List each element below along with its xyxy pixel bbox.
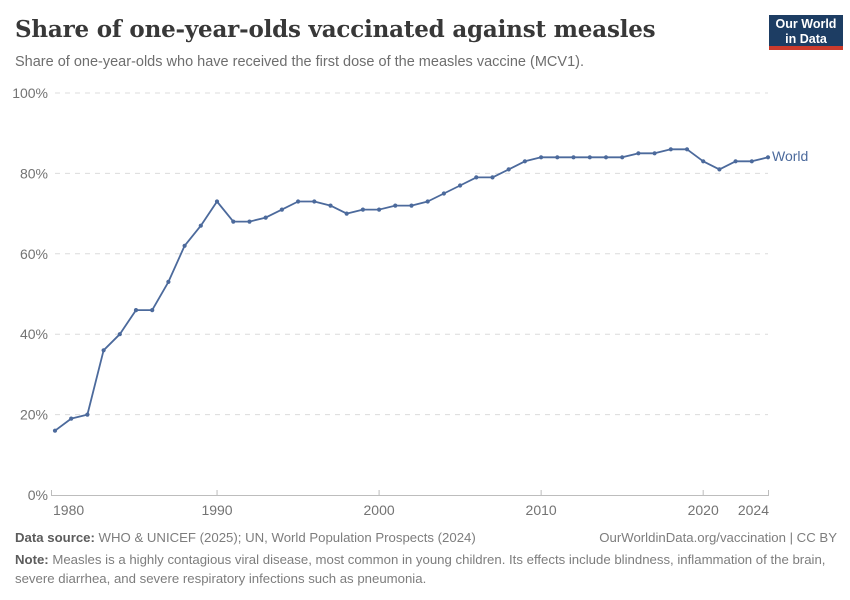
data-point-marker <box>198 223 203 228</box>
data-point-marker <box>668 147 673 152</box>
data-point-marker <box>587 155 592 160</box>
data-point-marker <box>312 199 317 204</box>
data-point-marker <box>636 151 641 156</box>
data-point-marker <box>52 428 58 433</box>
data-point-marker <box>328 203 333 208</box>
data-point-marker <box>490 175 495 180</box>
series-label-world[interactable]: World <box>772 148 809 164</box>
data-point-marker <box>441 191 446 196</box>
data-point-marker <box>765 155 771 160</box>
data-point-marker <box>231 219 236 224</box>
x-axis-tick-label: 1980 <box>53 502 84 518</box>
data-source-text: WHO & UNICEF (2025); UN, World Populatio… <box>94 530 476 545</box>
data-point-marker <box>182 243 187 248</box>
data-point-marker <box>474 175 479 180</box>
owid-link[interactable]: OurWorldinData.org/vaccination | CC BY <box>599 530 837 545</box>
data-point-marker <box>117 332 122 337</box>
note-text: Measles is a highly contagious viral dis… <box>15 552 826 586</box>
data-point-marker <box>555 155 560 160</box>
data-point-marker <box>733 159 738 164</box>
data-point-marker <box>69 416 74 421</box>
data-point-marker <box>279 207 284 212</box>
data-point-marker <box>360 207 365 212</box>
data-point-marker <box>344 211 349 216</box>
data-point-marker <box>101 348 106 353</box>
data-point-marker <box>85 412 90 417</box>
x-axis-tick-label: 2000 <box>364 502 395 518</box>
data-point-marker <box>620 155 625 160</box>
data-point-marker <box>506 167 511 172</box>
data-source-line: Data source: WHO & UNICEF (2025); UN, Wo… <box>15 529 476 547</box>
note-label: Note: <box>15 552 49 568</box>
data-point-marker <box>263 215 268 220</box>
x-axis-tick-label: 1990 <box>201 502 232 518</box>
y-axis-tick-label: 0% <box>28 487 48 503</box>
y-axis-tick-label: 80% <box>20 165 48 181</box>
data-point-marker <box>247 219 252 224</box>
data-point-marker <box>150 308 155 313</box>
chart-title: Share of one-year-olds vaccinated agains… <box>15 16 656 43</box>
y-axis-tick-label: 60% <box>20 246 48 262</box>
chart-subtitle: Share of one-year-olds who have received… <box>15 54 584 70</box>
data-point-marker <box>603 155 609 160</box>
data-point-marker <box>133 308 139 313</box>
data-point-marker <box>393 203 398 208</box>
data-point-marker <box>166 279 171 284</box>
owid-logo-line1: Our World <box>775 17 837 31</box>
owid-logo-line2: in Data <box>785 31 827 46</box>
x-axis-tick-label: 2024 <box>738 502 769 518</box>
y-axis-tick-label: 20% <box>20 407 48 423</box>
data-point-marker <box>571 155 576 160</box>
data-point-marker <box>539 155 544 160</box>
x-axis-tick-label: 2020 <box>688 502 719 518</box>
data-point-marker <box>377 207 382 212</box>
x-axis-tick-label: 2010 <box>526 502 557 518</box>
data-point-marker <box>749 159 754 164</box>
data-point-marker <box>701 159 706 164</box>
data-point-marker <box>296 199 301 204</box>
data-point-marker <box>684 147 690 152</box>
world-series-line <box>54 148 769 432</box>
y-axis-tick-label: 40% <box>20 326 48 342</box>
y-axis-tick-label: 100% <box>12 85 48 101</box>
line-chart[interactable]: 0% 20% 40% 60% 80% 100% 1980 1990 2000 2010 2020 20… <box>0 80 850 528</box>
data-point-marker <box>425 199 430 204</box>
data-point-marker <box>214 199 220 204</box>
data-point-marker <box>522 159 528 164</box>
chart-footer: Data source: WHO & UNICEF (2025); UN, Wo… <box>15 529 837 588</box>
data-point-marker <box>652 151 657 156</box>
data-point-marker <box>717 167 722 172</box>
note-line: Note: Measles is a highly contagious vir… <box>15 551 829 588</box>
data-source-label: Data source: <box>15 530 95 545</box>
owid-logo[interactable]: Our World in Data <box>769 15 843 50</box>
data-point-marker <box>458 183 463 188</box>
data-point-marker <box>409 203 414 208</box>
